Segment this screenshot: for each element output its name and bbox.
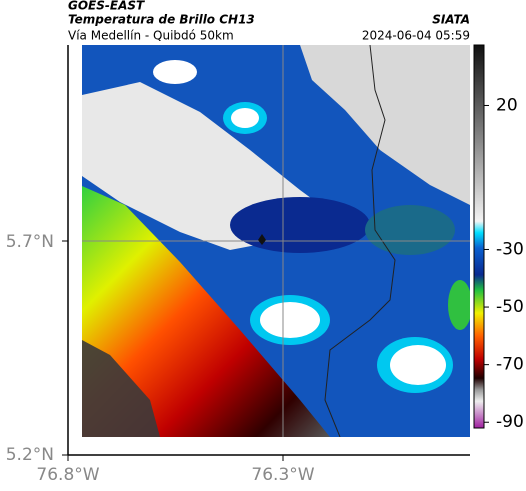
colorbar-tick-label: 20: [496, 95, 518, 115]
colorbar-tick-label: -30: [496, 239, 524, 259]
lon-label: 76.3°W: [251, 465, 314, 485]
lat-label: 5.7°N: [6, 232, 54, 252]
lon-label: 76.8°W: [36, 465, 99, 485]
subtitle: Vía Medellín - Quibdó 50km: [68, 29, 234, 43]
colorbar-tick-label: -90: [496, 412, 524, 432]
title: Temperatura de Brillo CH13: [68, 13, 255, 27]
source: SIATA: [432, 13, 470, 27]
product: GOES-EAST: [68, 0, 145, 13]
colorbar-tick-label: -70: [496, 355, 524, 375]
lat-label: 5.2°N: [6, 445, 54, 465]
colorbar: [473, 44, 485, 429]
datetime: 2024-06-04 05:59: [362, 29, 470, 43]
colorbar-tick-label: -50: [496, 297, 524, 317]
imagery: [82, 45, 470, 437]
